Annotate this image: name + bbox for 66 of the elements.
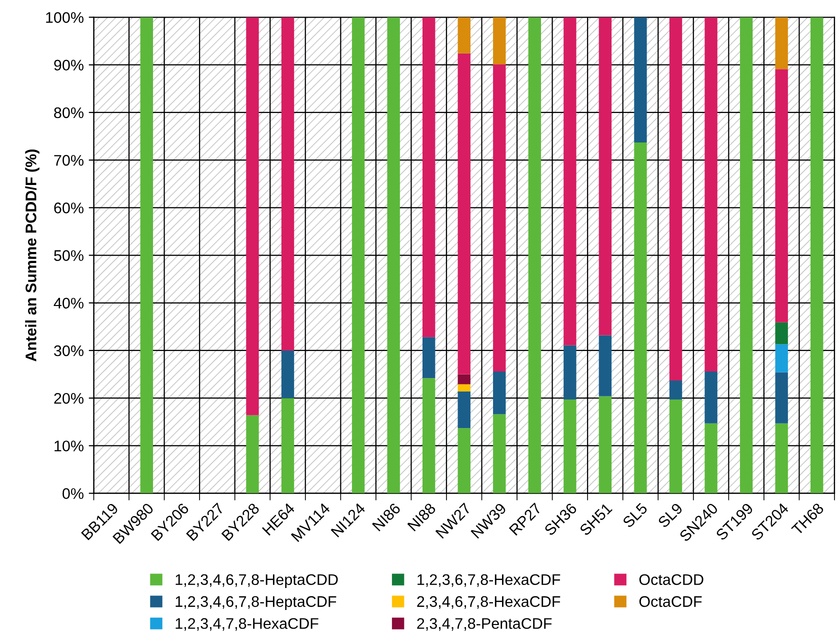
- bar: [669, 17, 682, 380]
- legend-label: OctaCDF: [639, 596, 702, 607]
- y-tick-label: 10%: [54, 440, 84, 452]
- bar: [281, 350, 294, 398]
- y-axis-title: Anteil an Summe PCDD/F (%): [25, 150, 40, 362]
- legend-label: 1,2,3,4,6,7,8-HeptaCDD: [176, 574, 338, 588]
- bar: [775, 423, 788, 494]
- bar: [598, 396, 612, 494]
- bar: [281, 398, 294, 494]
- bar: [564, 400, 576, 494]
- x-tick-label: SL5: [622, 502, 648, 528]
- bar: [422, 17, 436, 338]
- legend-label: 1,2,3,4,6,7,8-HeptaCDF: [176, 596, 336, 610]
- bar: [493, 414, 506, 494]
- bar: [246, 415, 259, 494]
- bar: [458, 384, 470, 392]
- bar: [634, 142, 647, 494]
- bar: [458, 428, 470, 494]
- y-tick-label: 50%: [54, 250, 84, 261]
- legend-label: 2,3,4,7,8-PentaCDF: [417, 618, 552, 631]
- bar: [528, 17, 542, 494]
- bar: [458, 391, 470, 428]
- bar: [493, 371, 506, 414]
- bar: [598, 17, 612, 336]
- y-tick-label: 90%: [54, 60, 84, 71]
- bar: [458, 374, 470, 384]
- bar: [810, 17, 824, 494]
- y-tick-label: 20%: [54, 392, 84, 404]
- bar: [669, 380, 682, 400]
- y-tick-label: 30%: [54, 345, 84, 356]
- bar: [281, 17, 294, 350]
- bar: [740, 17, 753, 494]
- bar: [775, 17, 788, 70]
- bar: [704, 423, 718, 494]
- bar: [775, 344, 788, 372]
- bar: [458, 17, 470, 54]
- bar: [422, 378, 436, 494]
- bar: [564, 345, 576, 400]
- bar: [246, 17, 259, 416]
- y-tick-label: 70%: [54, 154, 84, 166]
- bar: [564, 17, 576, 346]
- bar: [493, 64, 506, 372]
- y-tick-label: 0%: [62, 488, 84, 499]
- bar: [775, 372, 788, 424]
- bar: [493, 17, 506, 64]
- legend-label: OctaCDD: [639, 574, 704, 586]
- bar: [422, 337, 436, 378]
- legend-label: 2,3,4,6,7,8-HexaCDF: [417, 596, 560, 609]
- y-tick-label: 60%: [54, 202, 84, 214]
- bar: [140, 17, 154, 494]
- legend-label: 1,2,3,4,7,8-HexaCDF: [176, 618, 318, 631]
- bar: [669, 400, 682, 494]
- bar: [352, 17, 365, 494]
- y-tick-label: 100%: [46, 12, 84, 23]
- bar: [775, 322, 788, 344]
- x-tick-label: SL9: [657, 502, 684, 528]
- bar: [704, 17, 718, 372]
- y-tick-label: 80%: [54, 107, 84, 118]
- y-tick-label: 40%: [54, 298, 84, 309]
- bar: [458, 53, 470, 374]
- bar: [387, 17, 400, 494]
- bar: [775, 69, 788, 322]
- bar: [704, 371, 718, 424]
- bar: [634, 17, 647, 142]
- legend-label: 1,2,3,6,7,8-HexaCDF: [418, 574, 560, 587]
- bar: [598, 335, 612, 396]
